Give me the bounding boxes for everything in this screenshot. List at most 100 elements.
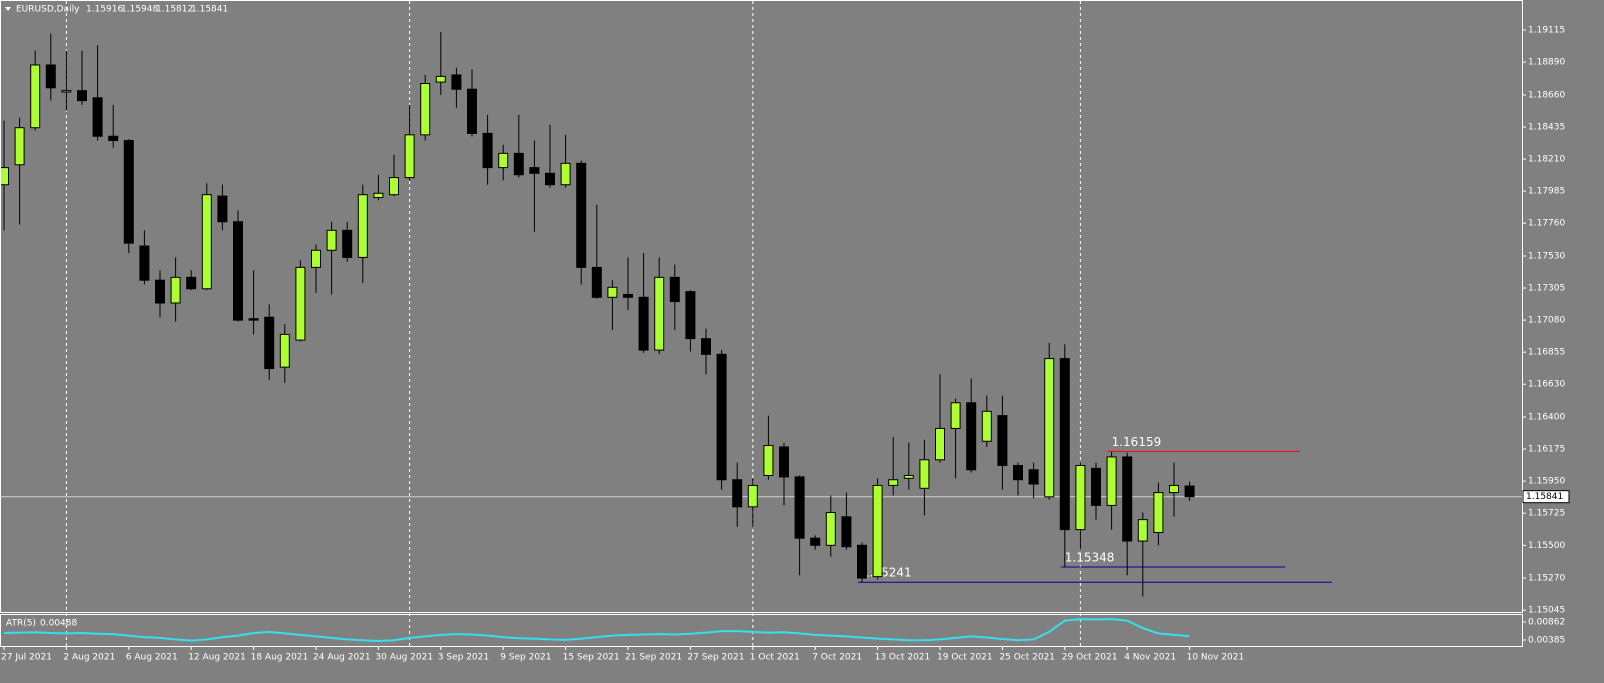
y-tick-label: 1.16630 [1528,380,1565,390]
candle-body [981,410,992,442]
candle-body [825,512,836,546]
x-tick-label: 15 Sep 2021 [563,653,620,663]
indicator-name: ATR(5) [6,619,36,629]
axes: 1.19115 1.18890 1.18660 1.18435 1.18210 1.179… [1,26,1570,663]
candle-body [248,318,259,321]
current-price-label: 1.15841 [1526,492,1563,502]
y-tick-label: 1.17305 [1528,284,1565,294]
candle-body [1059,358,1070,531]
y-tick-label: 1.18210 [1528,155,1565,165]
candle-body [1137,519,1148,542]
candle-body [529,167,540,174]
candle-body [903,474,914,479]
candle-body [623,293,633,298]
menu-arrow[interactable] [5,7,11,11]
indicator-tick-label: 0.00862 [1528,618,1565,628]
y-tick-label: 1.15500 [1528,541,1565,551]
x-tick-label: 24 Aug 2021 [313,653,371,663]
candle-body [1028,469,1039,485]
candle-body [1106,456,1117,506]
y-tick-label: 1.16855 [1528,348,1565,358]
candle-body [747,484,758,508]
candle-body [732,479,743,508]
y-tick-label: 1.18660 [1528,90,1565,100]
candle-body [763,445,774,476]
candle-body [498,152,509,169]
indicator-last-value: 0.00488 [40,619,77,629]
last-open: 1.15916 [86,5,123,15]
candle-body [716,353,727,481]
candle-body [295,266,306,341]
candle-body [888,479,899,486]
candle-body [794,476,805,539]
candle-body [389,177,399,196]
candle-body [513,152,524,176]
candle-body [841,516,852,548]
candle-body [779,446,789,478]
candle-body [638,296,649,351]
y-tick-label: 1.18435 [1528,122,1565,132]
x-tick-label: 2 Aug 2021 [63,653,115,663]
x-tick-label: 18 Aug 2021 [251,653,309,663]
x-tick-label: 19 Oct 2021 [937,653,993,663]
last-low: 1.15812 [156,5,193,15]
candle-body [482,132,493,169]
y-tick-label: 1.17985 [1528,187,1565,197]
indicator-tick-label: 0.00385 [1528,636,1565,646]
candle-body [1184,485,1195,498]
last-close: 1.15841 [191,5,228,15]
price-plot: 1.16159 1.15348 1.15241 [1,32,1522,597]
candle-body [155,279,165,304]
x-tick-label: 25 Oct 2021 [999,653,1055,663]
y-tick-label: 1.16400 [1528,413,1565,423]
candle-body [217,195,228,223]
y-tick-label: 1.17080 [1528,316,1565,326]
x-tick-label: 12 Aug 2021 [188,653,246,663]
indicator-line [3,618,1190,642]
candle-body [1044,358,1055,498]
current-price-box [1522,490,1570,504]
candle-body [373,192,384,199]
candle-body [357,194,368,258]
indicator-plot [3,618,1190,642]
candle-body [1153,492,1164,533]
candle-body [560,162,571,186]
candle-body [1169,484,1179,494]
chart-symbol: EURUSD,Daily [16,5,80,15]
y-tick-label: 1.15270 [1528,574,1565,584]
candle-body [139,245,150,281]
candle-body [607,286,618,298]
candle-body [1122,456,1133,542]
candle-body [1091,467,1101,506]
candle-body [14,127,25,166]
candle-body [342,229,353,258]
candle-body [545,172,555,186]
indicator-panel-frame [0,614,1523,647]
candle-body [935,427,945,461]
x-tick-label: 3 Sep 2021 [438,653,489,663]
candle-body [77,90,87,102]
candle-body [654,276,665,351]
candle-body [170,276,181,304]
candle-body [420,83,431,136]
y-tick-label: 1.17530 [1528,251,1565,261]
candle-body [311,249,321,268]
level-label: 1.15241 [862,566,912,580]
level-label: 1.15348 [1065,550,1115,564]
candle-body [326,229,337,251]
candle-body [997,415,1008,466]
candle-body [264,316,275,370]
candle-body [669,276,680,303]
y-tick-label: 1.15725 [1528,509,1565,519]
candle-body [1075,464,1086,531]
candle-body [966,402,977,471]
x-tick-label: 30 Aug 2021 [375,653,433,663]
candle-body [950,402,961,429]
candle-body [108,135,119,142]
y-tick-label: 1.19115 [1528,26,1565,36]
candle-body [61,90,72,93]
candle-body [201,194,212,290]
candle-body [30,64,41,129]
